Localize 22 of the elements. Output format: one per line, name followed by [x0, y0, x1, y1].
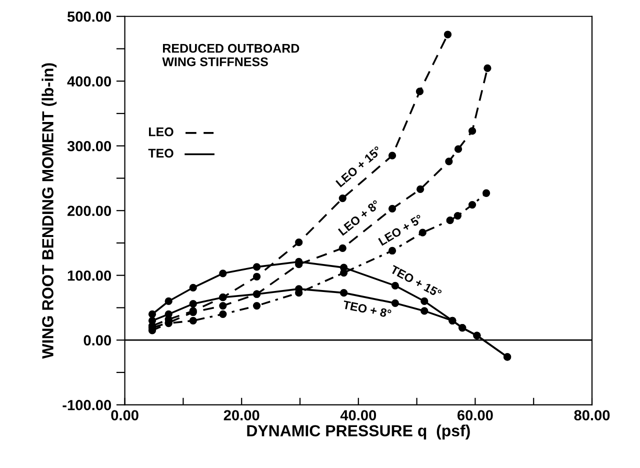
y-tick-label: 500.00 — [67, 11, 112, 22]
y-axis-title: WING ROOT BENDING MOMENT (lb-in) — [42, 63, 57, 359]
x-tick-label: 20.00 — [224, 410, 260, 420]
y-tick-label: 100.00 — [68, 270, 112, 281]
y-tick-label: 400.00 — [67, 76, 112, 87]
x-tick-label: 0.00 — [111, 410, 138, 420]
text: LEO + 15° — [335, 146, 382, 188]
text: LEO + 5° — [378, 214, 424, 246]
annotation: LEO — [148, 127, 174, 136]
y-tick-label: 300.00 — [67, 140, 112, 152]
text: LEO + 8° — [338, 200, 378, 236]
y-tick-label: 200.00 — [68, 206, 112, 216]
text: TEO + 15° — [390, 264, 442, 298]
annotation: REDUCED OUTBOARD WING STIFFNESS — [162, 44, 300, 66]
x-tick-label: 60.00 — [457, 410, 493, 420]
y-tick-label: -100.00 — [62, 400, 112, 410]
x-tick-label: 80.00 — [574, 410, 610, 420]
annotation: TEO — [148, 148, 174, 158]
text: TEO + 8° — [342, 300, 392, 318]
x-axis-title: DYNAMIC PRESSURE q (psf) — [247, 424, 470, 440]
x-tick-label: 40.00 — [340, 410, 376, 420]
y-tick-label: 0.00 — [84, 335, 112, 346]
